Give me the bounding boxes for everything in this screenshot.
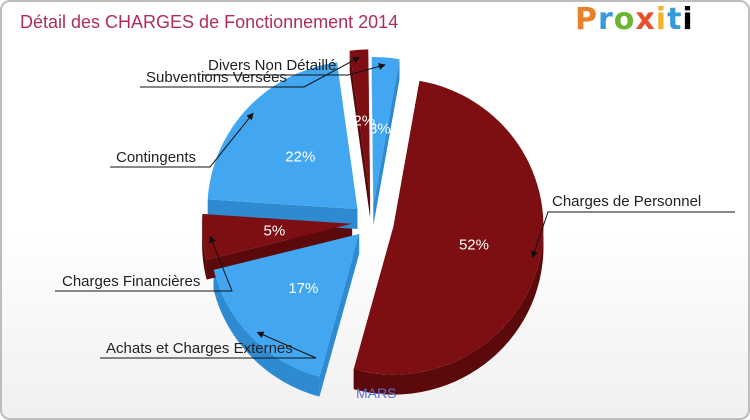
slice-value-label: 52% xyxy=(459,236,489,253)
label-leader-line xyxy=(110,112,254,168)
pie-slice xyxy=(349,49,371,198)
logo-letter: i xyxy=(682,2,694,37)
slice-value-label: 22% xyxy=(285,149,315,166)
logo-letter: r xyxy=(598,2,614,37)
slice-value-label: 17% xyxy=(288,280,318,297)
city-label: MARS xyxy=(356,385,397,401)
pie-slice-wall xyxy=(349,50,371,218)
slice-category-label: Subventions Versées xyxy=(146,69,287,86)
label-leader-line xyxy=(100,331,317,359)
slice-category-label: Charges de Personnel xyxy=(552,193,701,210)
label-leader-line xyxy=(531,211,735,259)
pie-slice-side xyxy=(202,223,207,280)
slice-value-label: 5% xyxy=(264,223,286,240)
slice-category-label: Divers Non Détaillé xyxy=(208,57,336,74)
pie-slice xyxy=(213,233,360,377)
pie-slice-wall xyxy=(371,56,374,225)
pie-slice-side xyxy=(213,269,320,397)
logo-letter: o xyxy=(613,2,636,37)
slice-category-label: Achats et Charges Externes xyxy=(106,340,293,357)
logo-letter: x xyxy=(635,2,656,37)
pie-slice-wall xyxy=(319,233,360,397)
slice-category-label: Charges Financières xyxy=(62,273,200,290)
pie-slice xyxy=(202,213,353,260)
slice-category-label: Contingents xyxy=(116,149,196,166)
pie-slices xyxy=(202,49,544,397)
label-leader-line xyxy=(202,63,386,76)
proxiti-logo: Proxiti xyxy=(575,2,694,37)
pie-slice xyxy=(353,80,544,375)
slice-value-label: 3% xyxy=(369,120,391,137)
pie-slice-side xyxy=(353,226,544,395)
label-leader-line xyxy=(55,235,233,292)
label-leader-line xyxy=(140,56,361,88)
pie-slice xyxy=(371,56,400,205)
logo-letter: P xyxy=(575,2,598,37)
logo-letter: i xyxy=(655,2,668,37)
chart-title: Détail des CHARGES de Fonctionnement 201… xyxy=(20,12,399,32)
pie-slice-wall xyxy=(373,59,400,225)
slice-value-label: 2% xyxy=(353,113,375,130)
pie-slice xyxy=(207,62,358,210)
logo-letter: t xyxy=(667,2,683,37)
